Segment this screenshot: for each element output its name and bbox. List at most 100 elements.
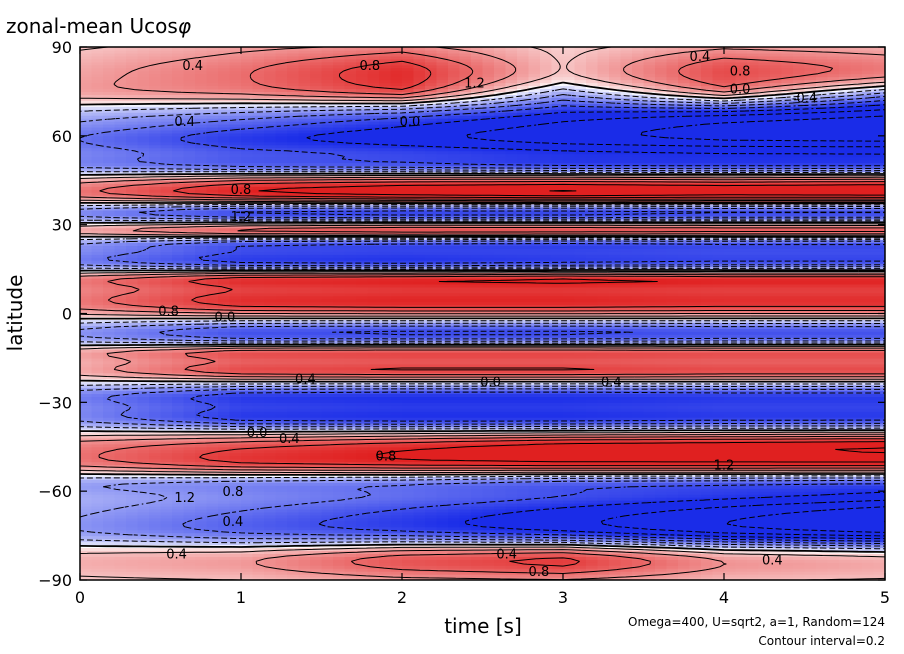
field-cell [172, 64, 185, 69]
field-cell [114, 571, 127, 575]
field-cell [114, 162, 127, 167]
field-cell [149, 360, 162, 365]
field-cell [172, 91, 185, 95]
field-cell [275, 334, 288, 338]
field-cell [149, 61, 162, 66]
field-cell [172, 500, 185, 504]
field-cell [160, 277, 173, 282]
field-cell [241, 215, 254, 220]
field-cell [344, 55, 357, 60]
field-cell [137, 138, 150, 143]
field-cell [103, 61, 116, 66]
field-cell [287, 307, 300, 312]
field-cell [275, 550, 288, 554]
field-cell [356, 254, 369, 258]
field-cell [137, 212, 150, 217]
field-cell [126, 464, 139, 469]
field-cell [195, 147, 208, 152]
field-cell [160, 476, 173, 480]
field-cell [321, 508, 334, 513]
field-cell [183, 280, 196, 285]
field-cell [137, 455, 150, 460]
field-cell [252, 375, 265, 380]
field-cell [298, 295, 311, 300]
field-cell [356, 251, 369, 255]
field-cell [206, 372, 219, 377]
field-cell [160, 218, 173, 223]
field-cell [149, 49, 162, 54]
field-cell [206, 351, 219, 356]
field-cell [333, 420, 346, 424]
field-cell [103, 150, 116, 155]
field-cell [149, 494, 162, 498]
field-cell [114, 458, 127, 463]
field-cell [252, 431, 265, 436]
field-cell [321, 399, 334, 403]
field-cell [80, 118, 93, 122]
field-cell [344, 263, 357, 267]
field-cell [356, 206, 369, 211]
field-cell [275, 254, 288, 258]
field-cell [137, 162, 150, 167]
field-cell [206, 82, 219, 87]
field-cell [137, 340, 150, 344]
field-cell [172, 360, 185, 365]
field-cell [195, 221, 208, 226]
field-cell [183, 189, 196, 193]
field-cell [333, 141, 346, 146]
field-cell [287, 49, 300, 54]
field-cell [241, 129, 254, 134]
field-cell [218, 100, 231, 104]
field-cell [195, 230, 208, 235]
field-cell [241, 76, 254, 81]
field-cell [229, 452, 242, 457]
field-cell [344, 535, 357, 540]
field-cell [80, 218, 93, 223]
field-cell [287, 212, 300, 217]
field-cell [149, 171, 162, 175]
field-cell [298, 132, 311, 137]
field-cell [264, 369, 277, 374]
field-cell [114, 517, 127, 522]
field-cell [195, 434, 208, 439]
field-cell [126, 70, 139, 75]
field-cell [275, 263, 288, 267]
field-cell [287, 275, 300, 279]
field-cell [206, 67, 219, 72]
field-cell [91, 482, 104, 486]
field-cell [149, 112, 162, 116]
field-cell [103, 109, 116, 113]
field-cell [160, 126, 173, 131]
field-cell [310, 381, 323, 386]
field-cell [80, 76, 93, 81]
field-cell [287, 556, 300, 560]
field-cell [137, 482, 150, 486]
field-cell [160, 61, 173, 66]
field-cell [287, 547, 300, 551]
field-cell [80, 277, 93, 282]
field-cell [264, 192, 277, 196]
field-cell [287, 257, 300, 261]
field-cell [275, 520, 288, 525]
field-cell [206, 100, 219, 104]
field-cell [218, 532, 231, 537]
field-cell [298, 577, 311, 580]
field-cell [114, 174, 127, 178]
field-cell [333, 224, 346, 229]
field-cell [298, 568, 311, 572]
field-cell [160, 73, 173, 78]
field-cell [298, 381, 311, 386]
field-cell [114, 97, 127, 101]
field-cell [126, 354, 139, 359]
field-cell [321, 334, 334, 338]
field-cell [321, 295, 334, 300]
field-cell [241, 245, 254, 249]
field-cell [333, 123, 346, 128]
field-cell [195, 396, 208, 400]
field-cell [206, 242, 219, 246]
field-cell [229, 369, 242, 374]
field-cell [160, 198, 173, 202]
field-cell [252, 64, 265, 69]
field-cell [195, 431, 208, 436]
field-cell [241, 156, 254, 161]
